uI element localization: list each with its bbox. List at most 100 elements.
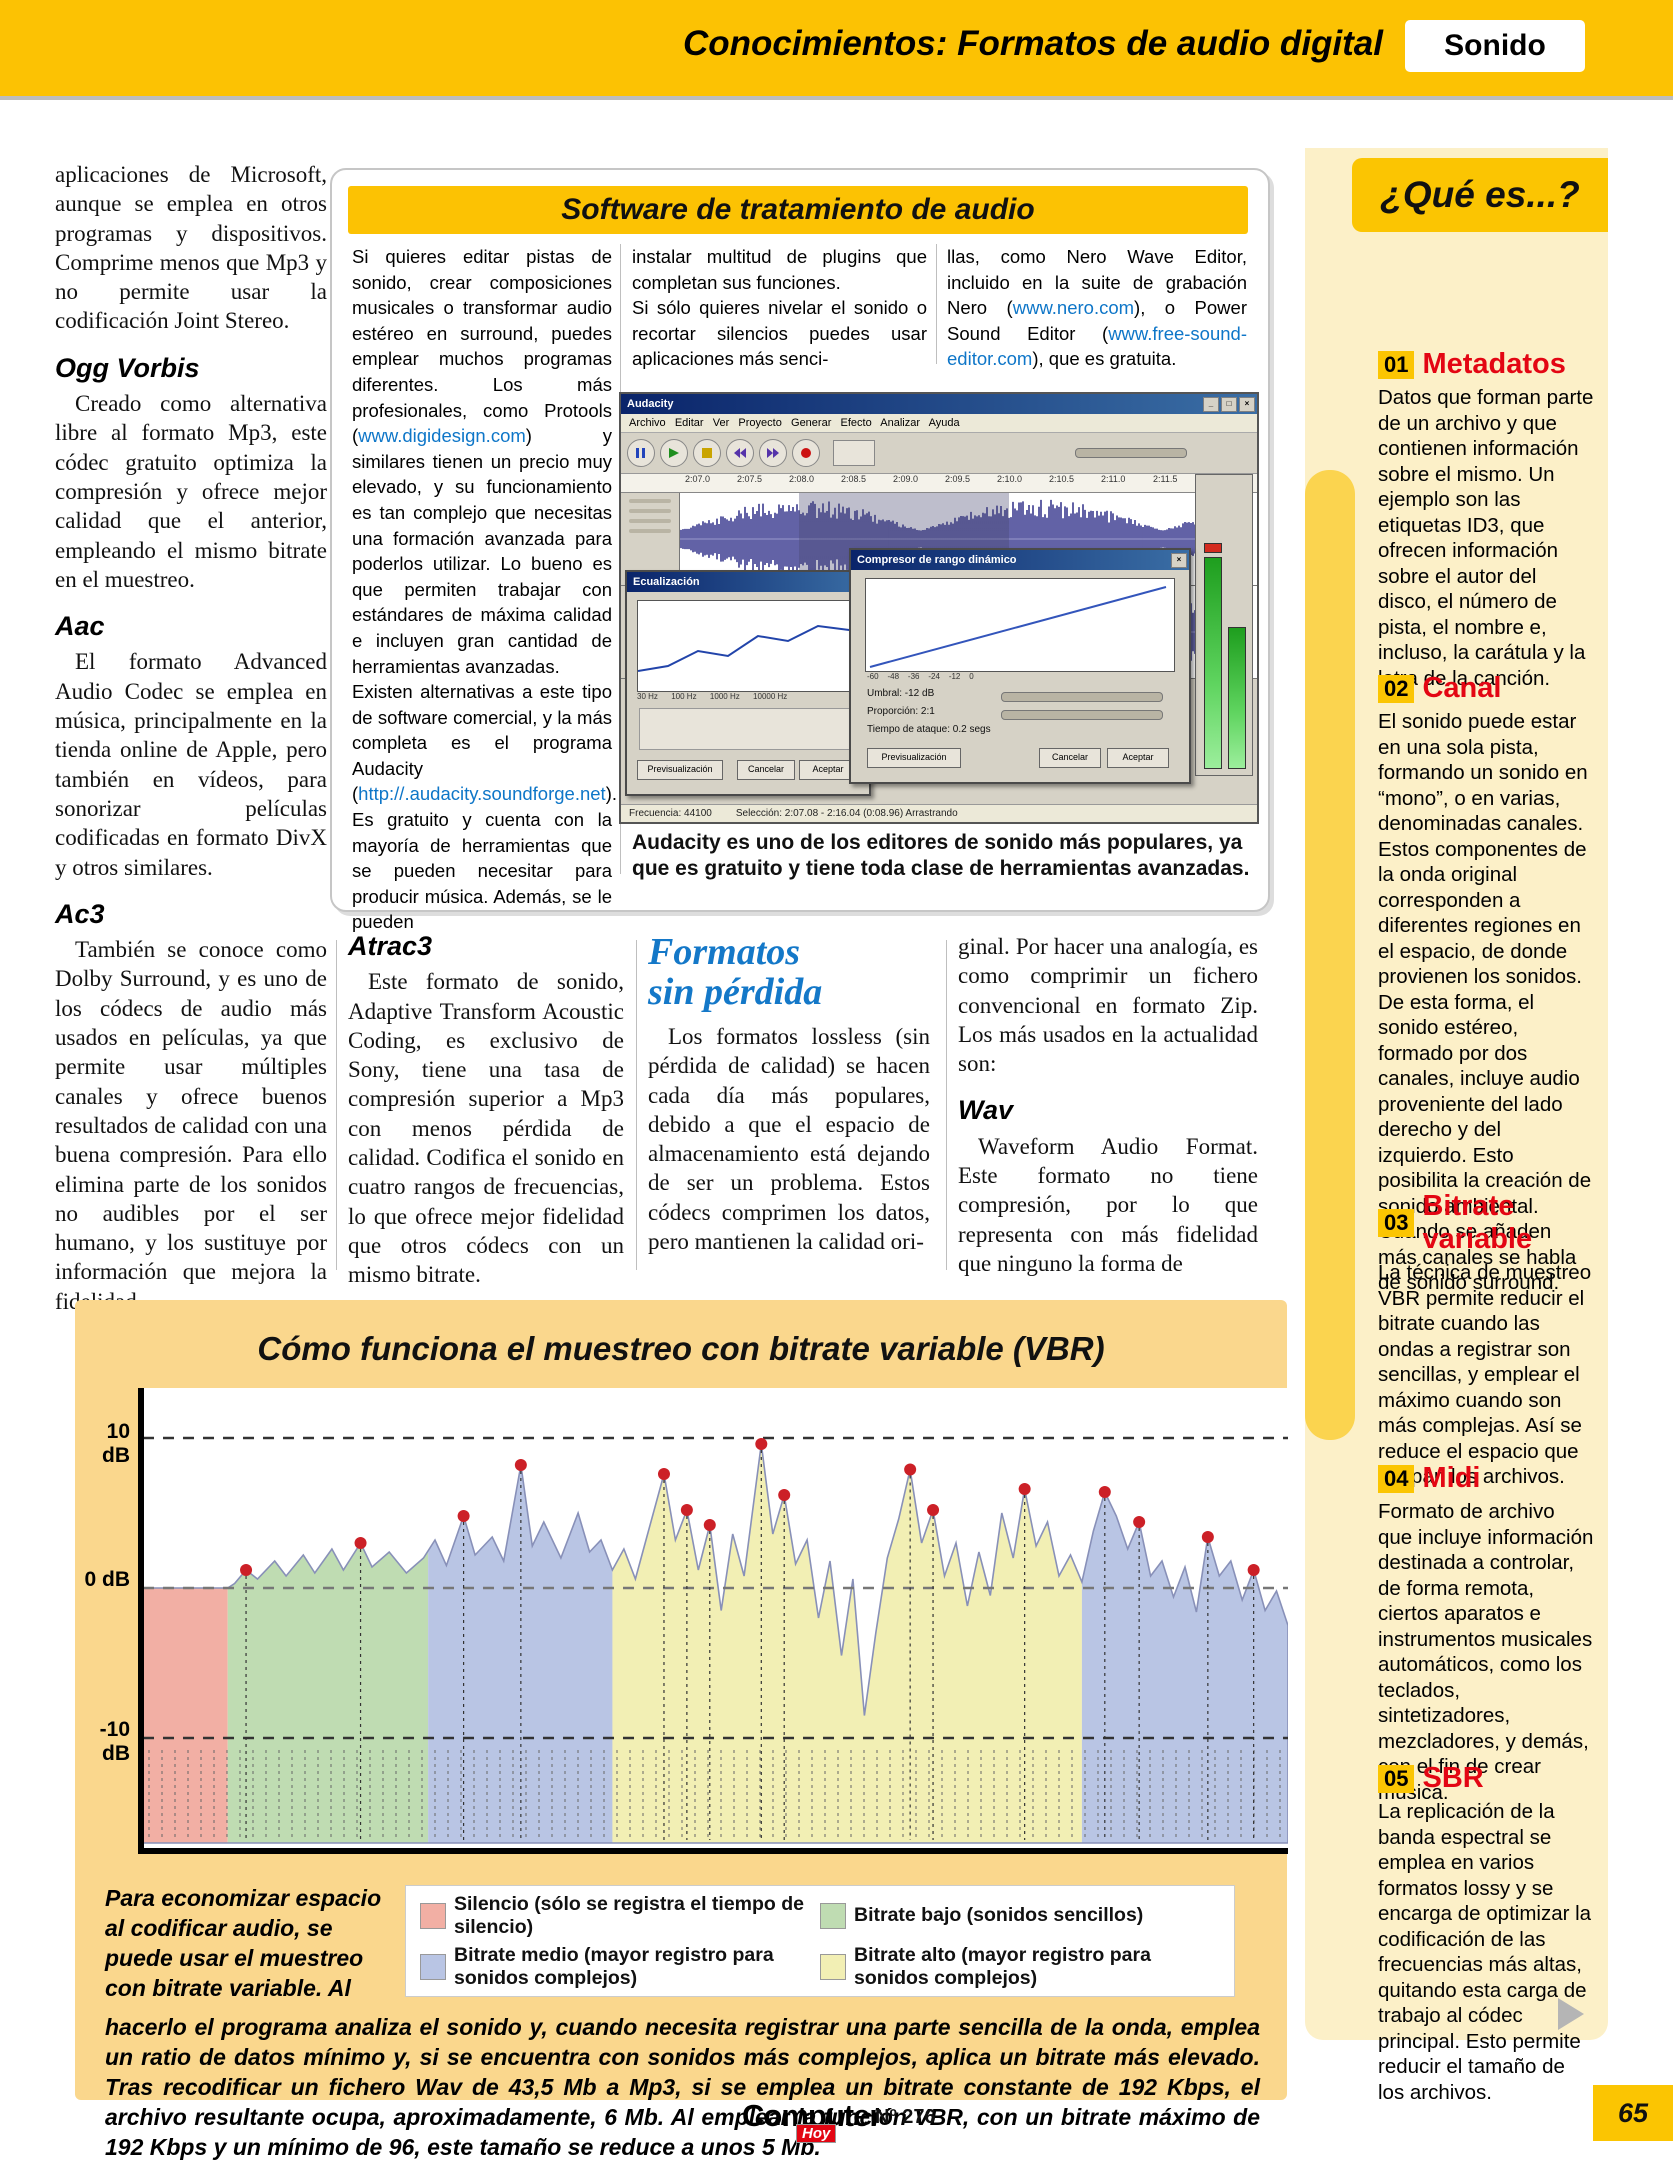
cancel-button[interactable]: Cancelar <box>1039 748 1101 768</box>
legend-swatch <box>820 1953 846 1980</box>
preview-button[interactable]: Previsualización <box>867 748 961 768</box>
article-paragraph: Los formatos lossless (sin pérdida de ca… <box>648 1024 930 1255</box>
ratio-field[interactable]: Proporción: 2:1 <box>867 706 935 717</box>
status-frequency: Frecuencia: 44100 <box>629 808 712 819</box>
play-button[interactable] <box>660 439 688 467</box>
page-header: Conocimientos: Formatos de audio digital… <box>0 0 1673 100</box>
vbr-plot-area <box>142 1388 1289 1848</box>
close-icon[interactable]: × <box>1171 553 1187 568</box>
infographic-body-text: hacerlo el programa analiza el sonido y,… <box>105 2014 1260 2160</box>
dialog-titlebar: Compresor de rango dinámico × <box>851 550 1189 570</box>
attack-time-field[interactable]: Tiempo de ataque: 0.2 segs <box>867 724 991 735</box>
heading-wav: Wav <box>958 1095 1014 1126</box>
ratio-slider[interactable] <box>1001 710 1163 720</box>
feature-box-title: Software de tratamiento de audio <box>348 186 1248 234</box>
compressor-curve-plot <box>865 578 1175 672</box>
meter-peak-indicator <box>1204 543 1222 553</box>
link-nero[interactable]: www.nero.com <box>1012 297 1135 319</box>
y-axis-label-0db: 0 dB <box>84 1568 130 1591</box>
meter-bar-right <box>1228 627 1246 769</box>
sidebar-item-canal: 02 Canal El sonido puede estar en una so… <box>1378 672 1592 1294</box>
text-run: ). Es gratuito y cuenta con la mayoría d… <box>352 783 618 933</box>
text-run: Si sólo quieres nivelar el sonido o reco… <box>632 297 927 370</box>
compressor-axis-labels: -60 -48 -36 -24 -12 0 <box>867 672 974 681</box>
publication-logo: Computer Hoy <box>742 2098 881 2143</box>
window-titlebar: Audacity _ □ × <box>621 394 1257 414</box>
sample-dot <box>657 1468 670 1480</box>
sample-dot <box>354 1537 367 1549</box>
menu-bar[interactable]: Archivo Editar Ver Proyecto Generar Efec… <box>621 414 1257 433</box>
close-icon[interactable]: × <box>1239 397 1255 412</box>
feature-text-col2: instalar multitud de plugins que complet… <box>632 244 927 372</box>
link-free-sound-editor[interactable]: www.free-sound-editor.com <box>947 322 1247 370</box>
sample-dot <box>680 1504 693 1516</box>
chart-legend: Silencio (sólo se registra el tiempo de … <box>405 1885 1235 1997</box>
region-bitrate_alto <box>612 1444 1082 1843</box>
forward-button[interactable] <box>759 439 787 467</box>
ruler-time-label: 2:11.0 <box>1101 474 1126 484</box>
heading-ac3: Ac3 <box>55 898 105 929</box>
legend-item-bitrate-alto: Bitrate alto (mayor registro para sonido… <box>820 1944 1220 1990</box>
ruler-time-label: 2:11.5 <box>1153 474 1178 484</box>
sample-dot <box>1133 1516 1146 1528</box>
dialog-title: Compresor de rango dinámico <box>857 554 1017 566</box>
sidebar-panel <box>1305 148 1608 2040</box>
item-number-badge: 04 <box>1378 1464 1415 1493</box>
eq-curve-plot <box>637 600 859 692</box>
y-axis-label-10db: 10 dB <box>102 1420 130 1467</box>
legend-swatch <box>820 1902 846 1929</box>
eq-options-panel[interactable] <box>639 708 857 750</box>
sample-dot <box>703 1519 716 1531</box>
left-article-column: aplicaciones de Microsoft, aunque se emp… <box>55 160 327 1316</box>
legend-item-bitrate-medio: Bitrate medio (mayor registro para sonid… <box>420 1944 820 1990</box>
gain-slider[interactable] <box>1075 448 1187 458</box>
ruler-time-label: 2:08.0 <box>789 474 815 484</box>
software-feature-box: Software de tratamiento de audio Si quie… <box>330 168 1270 932</box>
tool-palette[interactable] <box>833 440 875 466</box>
feature-text-col1: Si quieres editar pistas de sonido, crea… <box>352 244 617 935</box>
sample-dot <box>1018 1483 1031 1495</box>
track-control-panel[interactable] <box>621 493 680 585</box>
cancel-button[interactable]: Cancelar <box>737 760 795 780</box>
sidebar-item-sbr: 05 SBR La replicación de la banda espect… <box>1378 1762 1592 2104</box>
heading-lossless: Formatos sin pérdida <box>648 931 823 1013</box>
link-audacity[interactable]: http://.audacity.soundforge.net <box>358 783 606 805</box>
ruler-time-label: 2:10.5 <box>1049 474 1075 484</box>
preview-button[interactable]: Previsualización <box>637 760 723 780</box>
eq-axis-labels: 30 Hz 100 Hz 1000 Hz 10000 Hz <box>637 692 788 701</box>
ruler-time-label: 2:07.5 <box>737 474 763 484</box>
status-bar: Frecuencia: 44100 Selección: 2:07.08 - 2… <box>621 804 1257 822</box>
threshold-field[interactable]: Umbral: -12 dB <box>867 688 935 699</box>
stop-button[interactable] <box>693 439 721 467</box>
sidebar-item-metadatos: 01 Metadatos Datos que forman parte de u… <box>1378 348 1594 690</box>
article-paragraph: aplicaciones de Microsoft, aunque se emp… <box>55 162 327 334</box>
sample-dot <box>927 1504 940 1516</box>
maximize-icon[interactable]: □ <box>1221 397 1237 412</box>
issue-number: Nº 276 <box>875 2106 936 2128</box>
ok-button[interactable]: Aceptar <box>1107 748 1169 768</box>
threshold-slider[interactable] <box>1001 692 1163 702</box>
link-digidesign[interactable]: www.digidesign.com <box>358 425 526 447</box>
record-button[interactable] <box>792 439 820 467</box>
heading-ogg-vorbis: Ogg Vorbis <box>55 352 200 383</box>
feature-text-col3: llas, como Nero Wave Editor, incluido en… <box>947 244 1247 372</box>
section-badge: Sonido <box>1405 20 1585 72</box>
item-number-badge: 01 <box>1378 350 1415 379</box>
article-paragraph: ginal. Por hacer una analogía, es como c… <box>958 934 1258 1077</box>
audacity-screenshot: Audacity _ □ × Archivo Editar Ver Proyec… <box>619 392 1259 824</box>
compressor-dialog: Compresor de rango dinámico × -60 -48 -3… <box>849 548 1191 784</box>
vbr-infographic: Cómo funciona el muestreo con bitrate va… <box>75 1300 1289 2160</box>
lossless-column: Formatos sin pérdida Los formatos lossle… <box>648 932 930 1256</box>
pause-button[interactable] <box>627 439 655 467</box>
timeline-ruler[interactable]: 2:07.0 2:07.5 2:08.0 2:08.5 2:09.0 2:09.5 2:10… <box>621 474 1257 493</box>
minimize-icon[interactable]: _ <box>1203 397 1219 412</box>
sidebar-accent-bar <box>1305 470 1355 1440</box>
rewind-button[interactable] <box>726 439 754 467</box>
infographic-intro-text: Para economizar espacio al codificar aud… <box>105 1885 382 2001</box>
heading-aac: Aac <box>55 611 105 642</box>
text-run: ), que es gratuita. <box>1032 348 1177 370</box>
text-run: instalar multitud de plugins que complet… <box>632 246 927 293</box>
legend-item-silencio: Silencio (sólo se registra el tiempo de … <box>420 1893 820 1939</box>
logo-hoy-badge: Hoy <box>796 2124 837 2143</box>
text-run: ), o Power Sound Editor ( <box>947 297 1247 344</box>
